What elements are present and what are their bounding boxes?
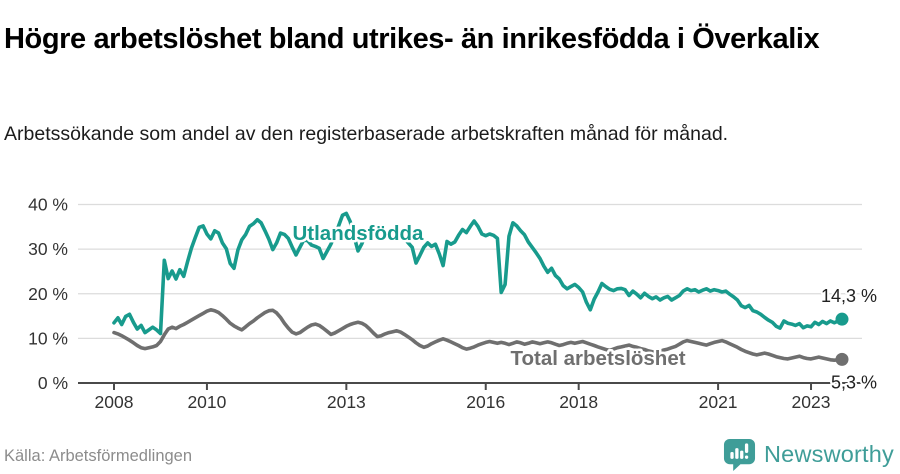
series-end-dot-utlandsfodda <box>835 312 849 326</box>
x-tick-label: 2010 <box>187 392 226 412</box>
y-tick-label: 40 % <box>28 195 68 215</box>
x-tick-label: 2008 <box>95 392 134 412</box>
speech-bubble-shape <box>723 438 756 471</box>
newsworthy-brand-text: Newsworthy <box>764 440 894 467</box>
chart-title: Högre arbetslöshet bland utrikes- än inr… <box>4 23 820 56</box>
newsworthy-logo: Newsworthy <box>723 437 894 471</box>
x-tick-label: 2013 <box>327 392 366 412</box>
y-tick-label: 0 % <box>38 373 68 393</box>
series-label-utlandsfodda: Utlandsfödda <box>292 222 424 245</box>
x-tick-label: 2018 <box>559 392 598 412</box>
y-tick-label: 20 % <box>28 284 68 304</box>
series-line-total <box>112 307 844 363</box>
exclamation-bar <box>744 443 749 454</box>
series-label-total: Total arbetslöshet <box>511 347 686 370</box>
end-value-annotation: 5,3 % <box>831 372 877 392</box>
exclamation-dot <box>744 455 749 459</box>
y-tick-label: 30 % <box>28 239 68 259</box>
end-value-annotation: 14,3 % <box>821 286 877 306</box>
x-tick-label: 2023 <box>792 392 831 412</box>
x-tick-label: 2016 <box>466 392 505 412</box>
x-tick-label: 2021 <box>699 392 738 412</box>
series-end-dot-total <box>835 352 849 366</box>
newsworthy-logo-icon <box>723 438 756 471</box>
bar-chart-glyph <box>730 443 749 459</box>
source-note: Källa: Arbetsförmedlingen <box>4 447 193 465</box>
y-tick-label: 10 % <box>28 328 68 348</box>
chart-subtitle: Arbetssökande som andel av den registerb… <box>4 122 729 145</box>
series-line-utlandsfodda <box>112 211 844 336</box>
